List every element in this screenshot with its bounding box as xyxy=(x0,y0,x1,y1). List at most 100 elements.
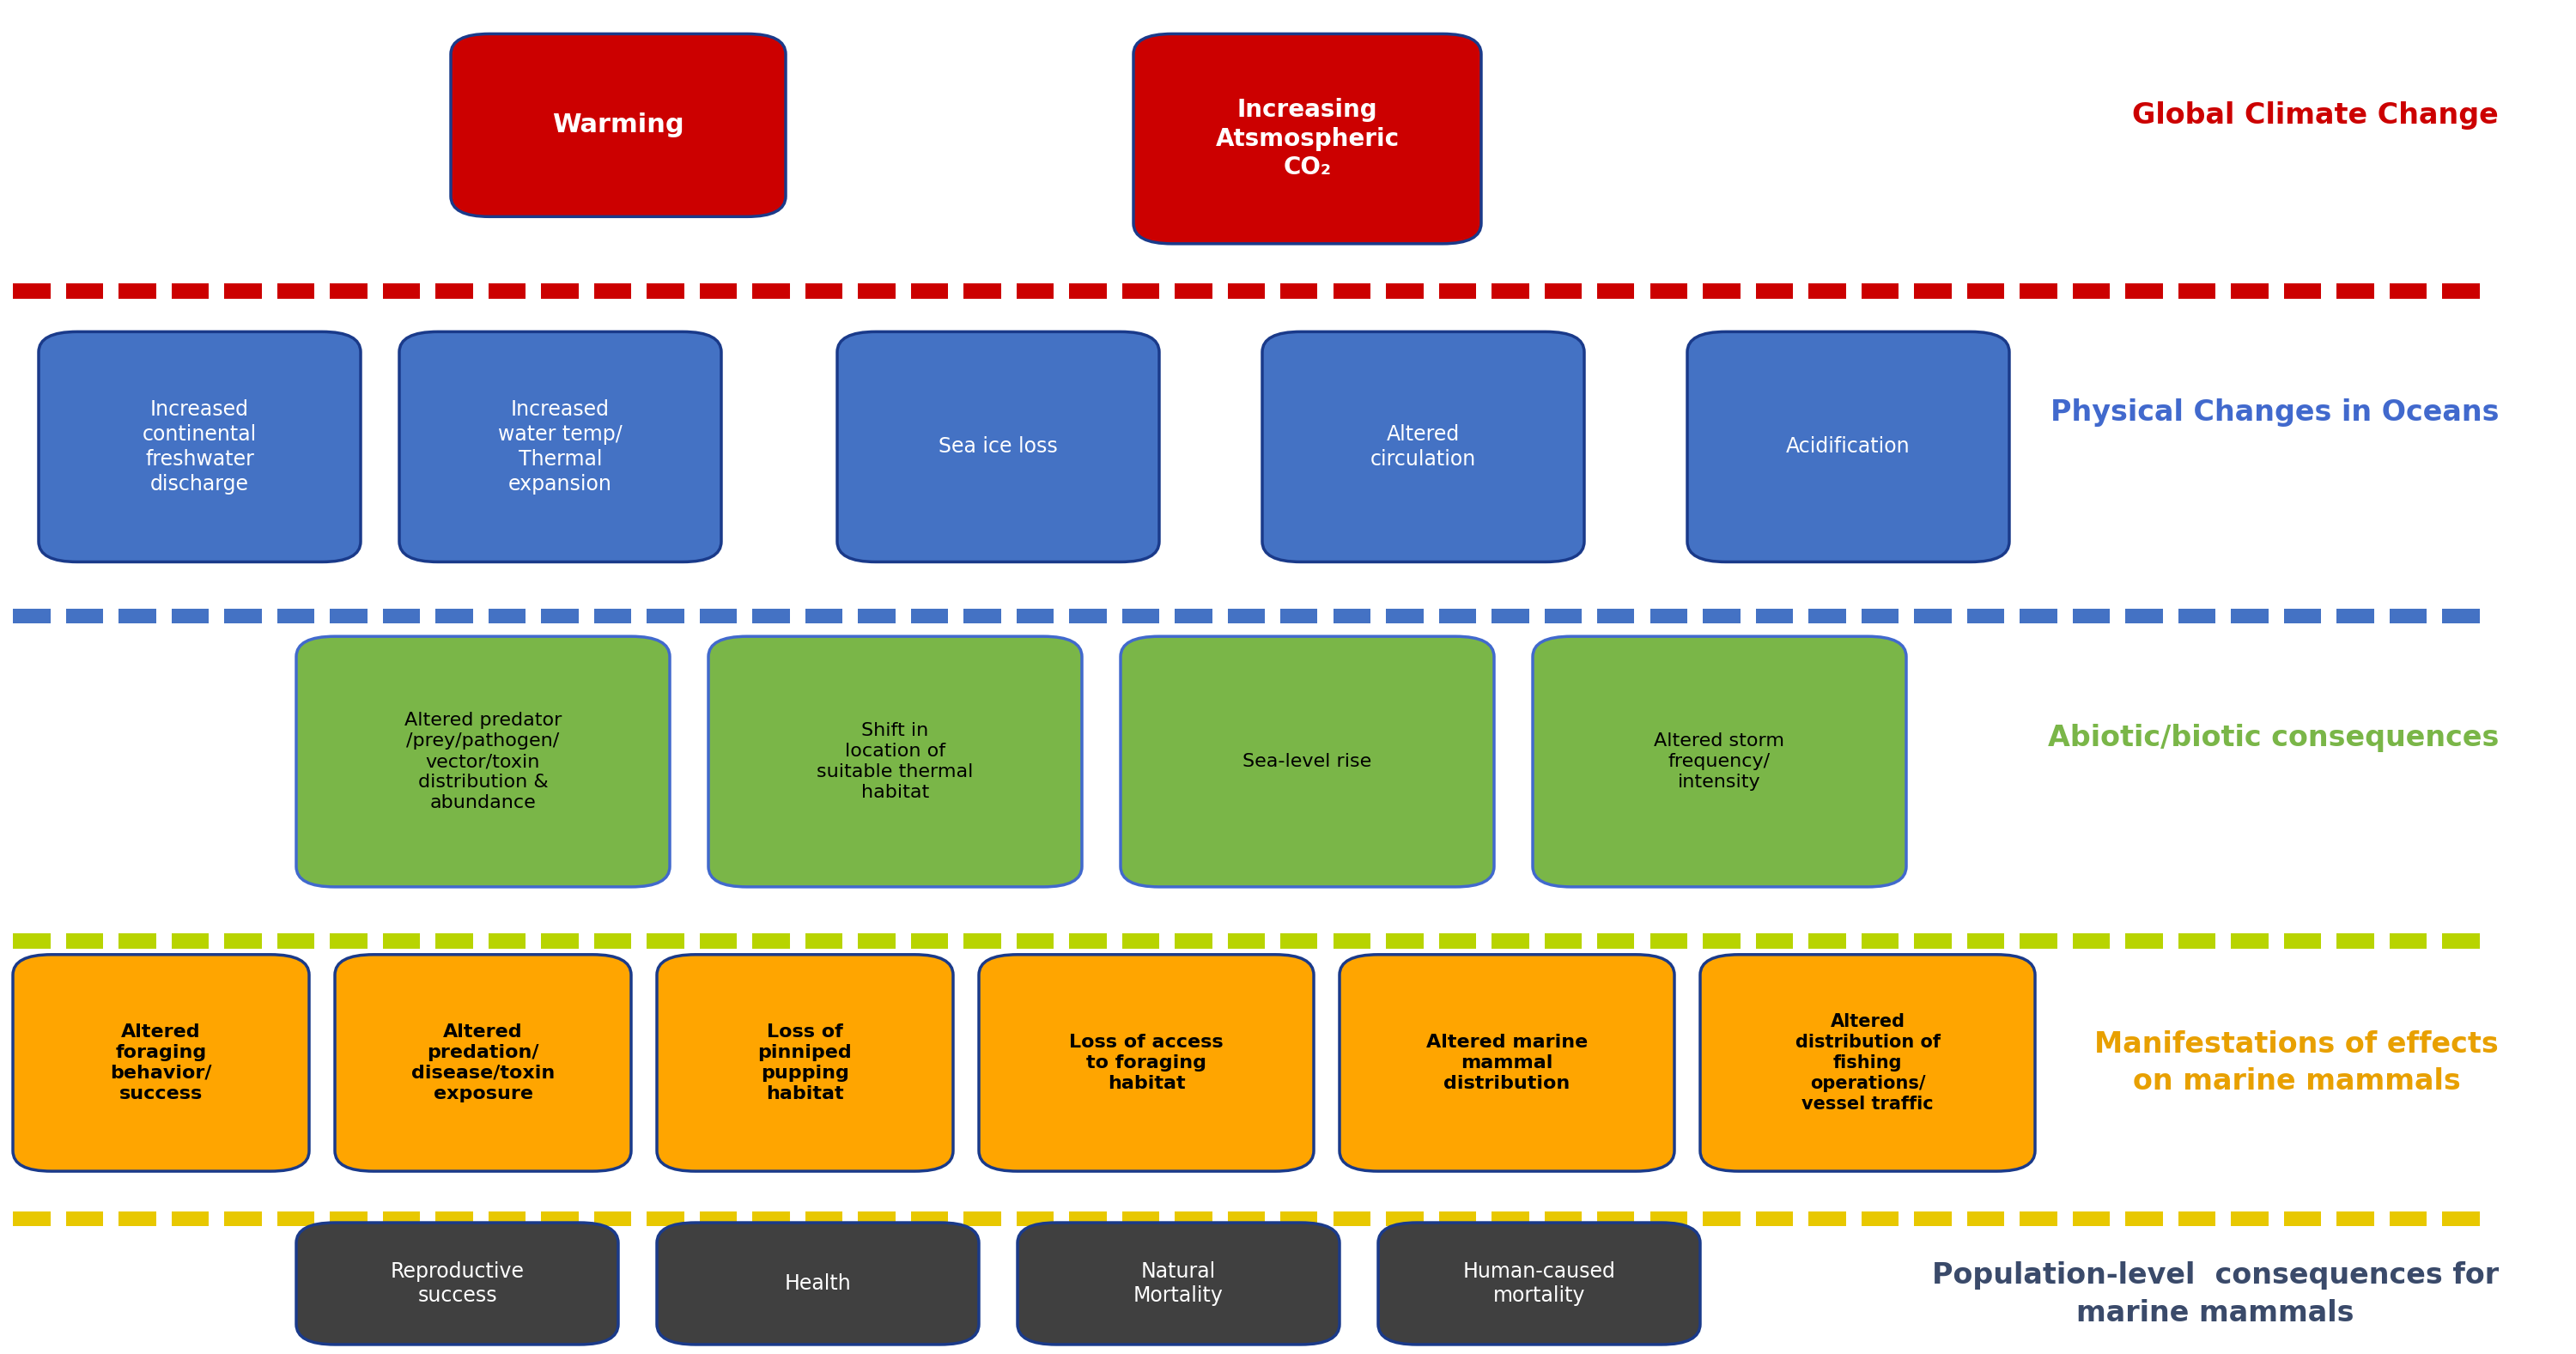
FancyBboxPatch shape xyxy=(647,284,685,298)
FancyBboxPatch shape xyxy=(708,636,1082,887)
Text: Altered predator
/prey/pathogen/
vector/toxin
distribution &
abundance: Altered predator /prey/pathogen/ vector/… xyxy=(404,712,562,811)
FancyBboxPatch shape xyxy=(1651,284,1687,298)
FancyBboxPatch shape xyxy=(118,1210,155,1227)
FancyBboxPatch shape xyxy=(1703,934,1741,948)
FancyBboxPatch shape xyxy=(1687,332,2009,562)
FancyBboxPatch shape xyxy=(13,955,309,1171)
FancyBboxPatch shape xyxy=(1597,1210,1633,1227)
Text: Physical Changes in Oceans: Physical Changes in Oceans xyxy=(2050,399,2499,427)
FancyBboxPatch shape xyxy=(592,934,631,948)
FancyBboxPatch shape xyxy=(2125,284,2164,298)
FancyBboxPatch shape xyxy=(1386,1210,1422,1227)
FancyBboxPatch shape xyxy=(1700,955,2035,1171)
FancyBboxPatch shape xyxy=(13,608,52,623)
FancyBboxPatch shape xyxy=(1121,636,1494,887)
FancyBboxPatch shape xyxy=(1334,1210,1370,1227)
FancyBboxPatch shape xyxy=(2231,284,2267,298)
Text: Manifestations of effects
on marine mammals: Manifestations of effects on marine mamm… xyxy=(2094,1030,2499,1095)
FancyBboxPatch shape xyxy=(2336,608,2375,623)
FancyBboxPatch shape xyxy=(1123,608,1159,623)
FancyBboxPatch shape xyxy=(1262,332,1584,562)
FancyBboxPatch shape xyxy=(1533,636,1906,887)
FancyBboxPatch shape xyxy=(1492,1210,1530,1227)
FancyBboxPatch shape xyxy=(912,284,948,298)
FancyBboxPatch shape xyxy=(2020,284,2056,298)
Text: Natural
Mortality: Natural Mortality xyxy=(1133,1261,1224,1307)
FancyBboxPatch shape xyxy=(1968,608,2004,623)
FancyBboxPatch shape xyxy=(1015,934,1054,948)
FancyBboxPatch shape xyxy=(1651,608,1687,623)
Text: Loss of
pinniped
pupping
habitat: Loss of pinniped pupping habitat xyxy=(757,1024,853,1102)
FancyBboxPatch shape xyxy=(1597,934,1633,948)
FancyBboxPatch shape xyxy=(2336,934,2375,948)
Text: Reproductive
success: Reproductive success xyxy=(392,1261,526,1307)
FancyBboxPatch shape xyxy=(489,284,526,298)
FancyBboxPatch shape xyxy=(2177,934,2215,948)
FancyBboxPatch shape xyxy=(1808,1210,1844,1227)
FancyBboxPatch shape xyxy=(1018,1223,1340,1345)
FancyBboxPatch shape xyxy=(278,284,314,298)
Text: Altered storm
frequency/
intensity: Altered storm frequency/ intensity xyxy=(1654,733,1785,791)
FancyBboxPatch shape xyxy=(296,636,670,887)
FancyBboxPatch shape xyxy=(224,284,263,298)
FancyBboxPatch shape xyxy=(2020,608,2056,623)
FancyBboxPatch shape xyxy=(1860,608,1899,623)
FancyBboxPatch shape xyxy=(1069,284,1108,298)
FancyBboxPatch shape xyxy=(1123,1210,1159,1227)
FancyBboxPatch shape xyxy=(1437,284,1476,298)
FancyBboxPatch shape xyxy=(39,332,361,562)
Text: Warming: Warming xyxy=(551,112,685,138)
FancyBboxPatch shape xyxy=(384,1210,420,1227)
FancyBboxPatch shape xyxy=(592,1210,631,1227)
FancyBboxPatch shape xyxy=(701,1210,737,1227)
Text: Altered
foraging
behavior/
success: Altered foraging behavior/ success xyxy=(111,1024,211,1102)
FancyBboxPatch shape xyxy=(2442,284,2478,298)
FancyBboxPatch shape xyxy=(1546,1210,1582,1227)
FancyBboxPatch shape xyxy=(1651,934,1687,948)
Text: Altered
predation/
disease/toxin
exposure: Altered predation/ disease/toxin exposur… xyxy=(412,1024,554,1102)
FancyBboxPatch shape xyxy=(1133,34,1481,244)
FancyBboxPatch shape xyxy=(296,1223,618,1345)
FancyBboxPatch shape xyxy=(67,934,103,948)
FancyBboxPatch shape xyxy=(1069,1210,1108,1227)
FancyBboxPatch shape xyxy=(1334,284,1370,298)
FancyBboxPatch shape xyxy=(541,284,580,298)
FancyBboxPatch shape xyxy=(647,608,685,623)
FancyBboxPatch shape xyxy=(1175,934,1211,948)
FancyBboxPatch shape xyxy=(1340,955,1674,1171)
FancyBboxPatch shape xyxy=(1968,284,2004,298)
FancyBboxPatch shape xyxy=(224,934,263,948)
FancyBboxPatch shape xyxy=(2391,608,2427,623)
FancyBboxPatch shape xyxy=(1860,934,1899,948)
FancyBboxPatch shape xyxy=(118,934,155,948)
FancyBboxPatch shape xyxy=(1914,608,1953,623)
FancyBboxPatch shape xyxy=(1280,608,1316,623)
FancyBboxPatch shape xyxy=(592,608,631,623)
Text: Increased
water temp/
Thermal
expansion: Increased water temp/ Thermal expansion xyxy=(497,399,623,494)
FancyBboxPatch shape xyxy=(541,1210,580,1227)
Text: Loss of access
to foraging
habitat: Loss of access to foraging habitat xyxy=(1069,1033,1224,1093)
Text: Sea ice loss: Sea ice loss xyxy=(938,436,1059,458)
FancyBboxPatch shape xyxy=(541,608,580,623)
FancyBboxPatch shape xyxy=(1437,1210,1476,1227)
FancyBboxPatch shape xyxy=(435,934,474,948)
FancyBboxPatch shape xyxy=(963,608,999,623)
FancyBboxPatch shape xyxy=(1808,608,1844,623)
FancyBboxPatch shape xyxy=(752,934,791,948)
FancyBboxPatch shape xyxy=(1386,284,1422,298)
FancyBboxPatch shape xyxy=(1757,284,1793,298)
FancyBboxPatch shape xyxy=(912,934,948,948)
FancyBboxPatch shape xyxy=(118,284,155,298)
FancyBboxPatch shape xyxy=(858,608,896,623)
FancyBboxPatch shape xyxy=(1808,284,1844,298)
FancyBboxPatch shape xyxy=(1757,934,1793,948)
FancyBboxPatch shape xyxy=(2071,1210,2110,1227)
FancyBboxPatch shape xyxy=(2071,608,2110,623)
FancyBboxPatch shape xyxy=(330,1210,368,1227)
Text: Population-level  consequences for
marine mammals: Population-level consequences for marine… xyxy=(1932,1262,2499,1327)
FancyBboxPatch shape xyxy=(13,284,52,298)
FancyBboxPatch shape xyxy=(435,284,474,298)
FancyBboxPatch shape xyxy=(752,284,791,298)
FancyBboxPatch shape xyxy=(330,934,368,948)
Text: Altered
circulation: Altered circulation xyxy=(1370,424,1476,470)
